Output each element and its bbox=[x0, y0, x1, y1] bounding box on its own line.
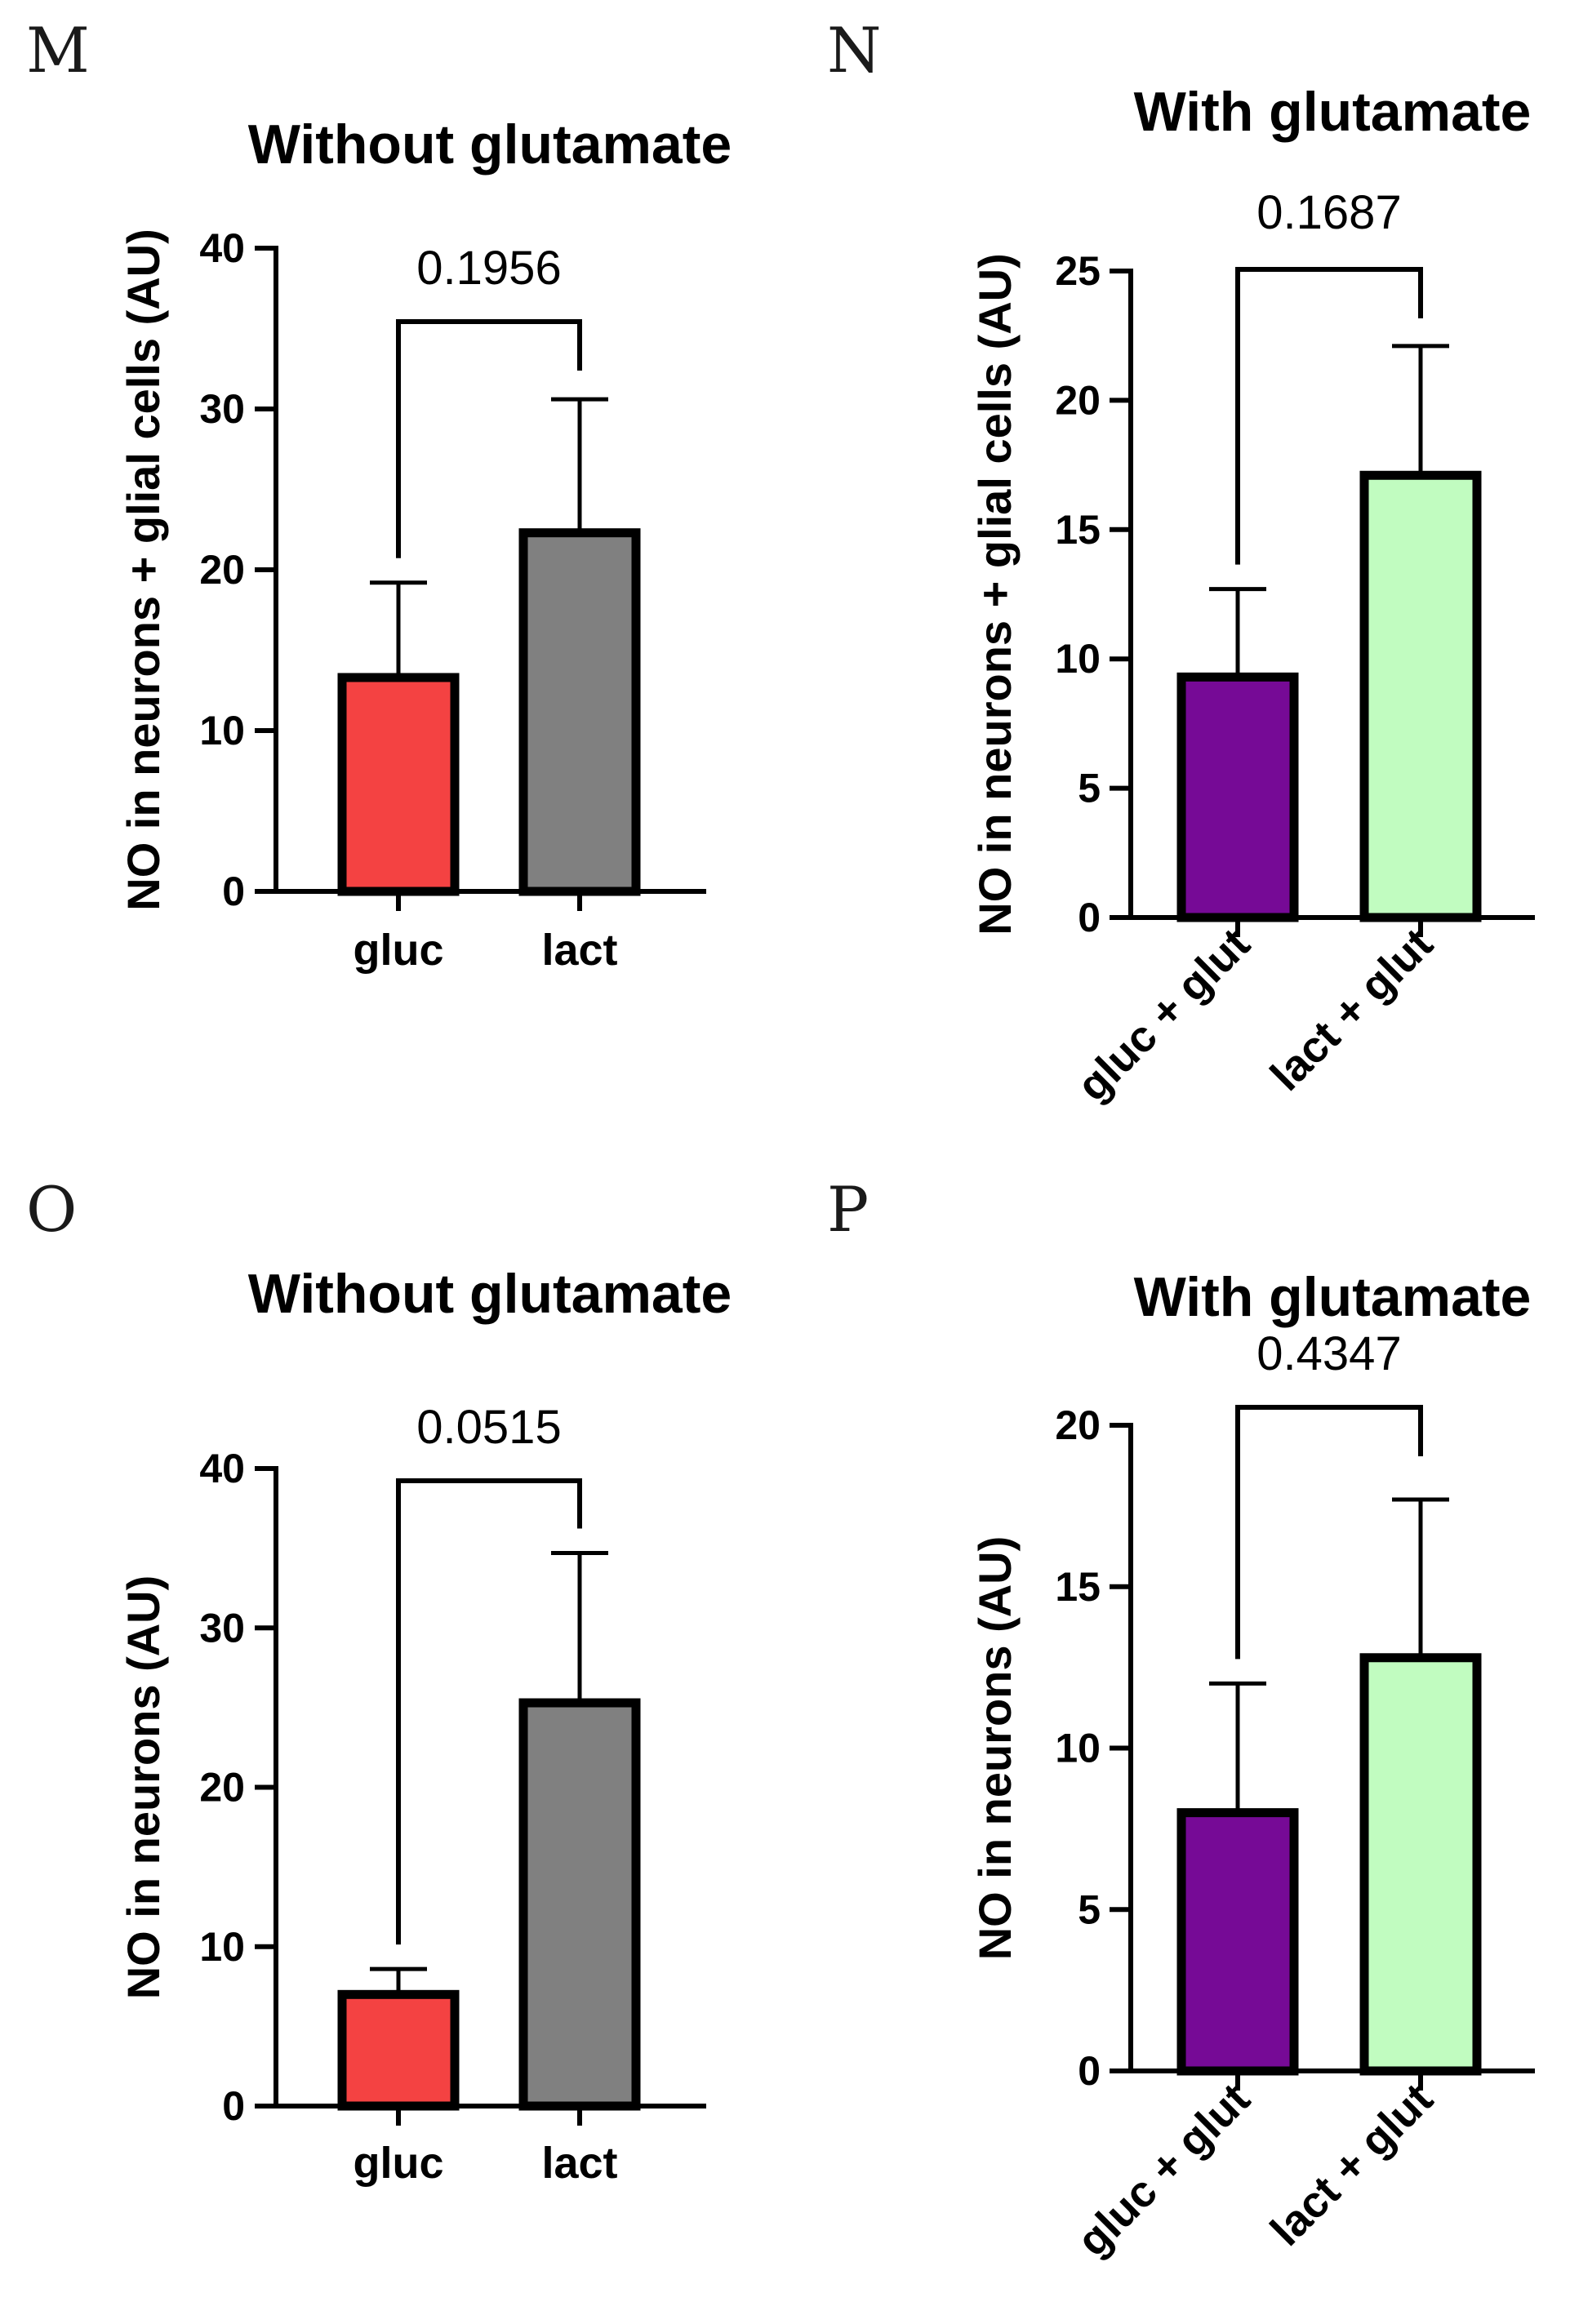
y-tick-label: 20 bbox=[199, 1765, 245, 1811]
y-tick-label: 40 bbox=[199, 1446, 245, 1491]
y-tick-label: 40 bbox=[199, 225, 245, 271]
chart-panel-m: M Without glutamate NO in neurons + glial … bbox=[26, 14, 732, 975]
chart-panel-p: P With glutamate NO in neurons (AU) 0 5 10 15 2… bbox=[827, 1173, 1535, 2265]
x-tick-label: gluc + glut bbox=[1068, 2074, 1259, 2265]
y-tick-label: 0 bbox=[222, 2083, 245, 2129]
y-tick-label: 0 bbox=[1078, 895, 1101, 940]
significance-bracket bbox=[1238, 1407, 1421, 1659]
y-tick-label: 30 bbox=[199, 386, 245, 432]
panel-letter: P bbox=[827, 1173, 869, 1246]
y-tick-label: 10 bbox=[1055, 1726, 1101, 1771]
x-tick-label: gluc + glut bbox=[1068, 919, 1259, 1110]
x-tick-label: lact + glut bbox=[1261, 919, 1443, 1100]
chart-panel-o: O Without glutamate NO in neurons (AU) 0 10 2… bbox=[26, 1173, 732, 2188]
y-tick-label: 15 bbox=[1055, 507, 1101, 553]
chart-title: With glutamate bbox=[1134, 81, 1532, 143]
y-tick-label: 20 bbox=[1055, 1402, 1101, 1448]
chart-panel-n: N With glutamate NO in neurons + glial cel… bbox=[827, 14, 1535, 1110]
y-tick-label: 5 bbox=[1078, 766, 1101, 811]
x-tick-label: lact bbox=[541, 2139, 617, 2188]
y-tick-label: 20 bbox=[199, 547, 245, 593]
significance-bracket bbox=[398, 322, 580, 558]
y-tick-label: 10 bbox=[199, 1924, 245, 1970]
y-tick-label: 15 bbox=[1055, 1564, 1101, 1610]
y-axis-label: NO in neurons (AU) bbox=[118, 1575, 169, 2000]
p-value-label: 0.1687 bbox=[1256, 186, 1401, 239]
chart-title: Without glutamate bbox=[248, 1263, 732, 1325]
chart-title: Without glutamate bbox=[248, 113, 732, 176]
x-tick-label: lact + glut bbox=[1261, 2074, 1443, 2255]
bar-gluc-glut bbox=[1181, 1813, 1294, 2071]
y-tick-label: 25 bbox=[1055, 248, 1101, 294]
p-value-label: 0.0515 bbox=[416, 1401, 561, 1454]
p-value-label: 0.4347 bbox=[1256, 1327, 1401, 1380]
panel-letter: N bbox=[827, 14, 882, 87]
bar-lact-glut bbox=[1364, 475, 1477, 918]
x-tick-label: gluc bbox=[353, 926, 443, 975]
figure: M Without glutamate NO in neurons + glial … bbox=[0, 0, 1570, 2324]
x-tick-label: gluc bbox=[353, 2139, 443, 2188]
y-axis-label: NO in neurons (AU) bbox=[969, 1536, 1021, 1961]
y-tick-label: 0 bbox=[1078, 2048, 1101, 2094]
y-tick-label: 10 bbox=[199, 708, 245, 753]
y-tick-label: 30 bbox=[199, 1605, 245, 1651]
bar-gluc bbox=[342, 678, 455, 891]
x-tick-label: lact bbox=[541, 926, 617, 975]
y-tick-label: 10 bbox=[1055, 636, 1101, 682]
y-axis-label: NO in neurons + glial cells (AU) bbox=[969, 253, 1021, 935]
bar-lact bbox=[523, 1703, 636, 2106]
chart-title: With glutamate bbox=[1134, 1266, 1532, 1328]
bar-gluc-glut bbox=[1181, 677, 1294, 918]
bar-gluc bbox=[342, 1994, 455, 2106]
y-tick-label: 0 bbox=[222, 869, 245, 914]
panel-letter: O bbox=[26, 1173, 77, 1246]
y-tick-label: 20 bbox=[1055, 377, 1101, 423]
bar-lact-glut bbox=[1364, 1658, 1477, 2071]
panel-letter: M bbox=[26, 14, 90, 87]
bar-lact bbox=[523, 533, 636, 891]
p-value-label: 0.1956 bbox=[416, 242, 561, 295]
y-axis-label: NO in neurons + glial cells (AU) bbox=[118, 229, 169, 911]
y-tick-label: 5 bbox=[1078, 1886, 1101, 1932]
